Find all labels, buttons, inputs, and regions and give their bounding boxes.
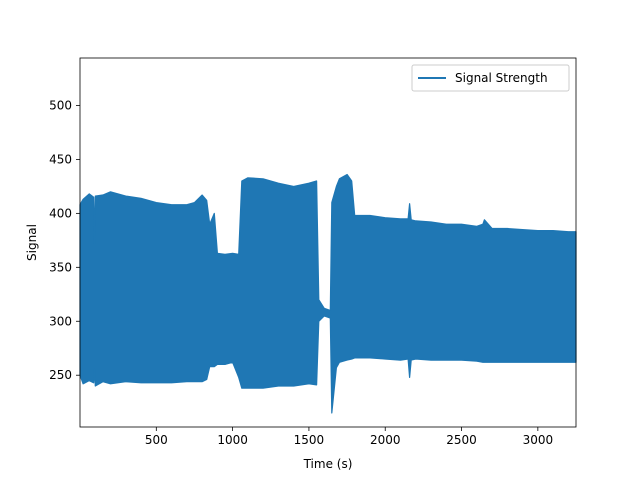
y-tick-label: 500 [49,98,72,112]
legend: Signal Strength [411,64,570,92]
y-tick-label: 300 [49,314,72,328]
legend-label: Signal Strength [455,71,548,85]
x-tick-label: 2500 [446,433,477,447]
plot-frame [79,57,577,428]
x-tick-label: 1500 [294,433,325,447]
x-tick-label: 3000 [523,433,554,447]
y-axis-label: Signal [25,224,39,261]
x-tick-label: 500 [145,433,168,447]
x-axis: 500 1000 1500 2000 2500 3000 [145,427,553,447]
y-tick-label: 450 [49,152,72,166]
y-tick-label: 400 [49,206,72,220]
y-tick-label: 350 [49,260,72,274]
x-axis-label: Time (s) [303,457,353,471]
plot-area [79,57,577,428]
y-axis: 250 300 350 400 450 500 [49,98,80,382]
x-tick-label: 2000 [370,433,401,447]
legend-box [411,64,570,92]
x-tick-label: 1000 [217,433,248,447]
y-tick-label: 250 [49,368,72,382]
